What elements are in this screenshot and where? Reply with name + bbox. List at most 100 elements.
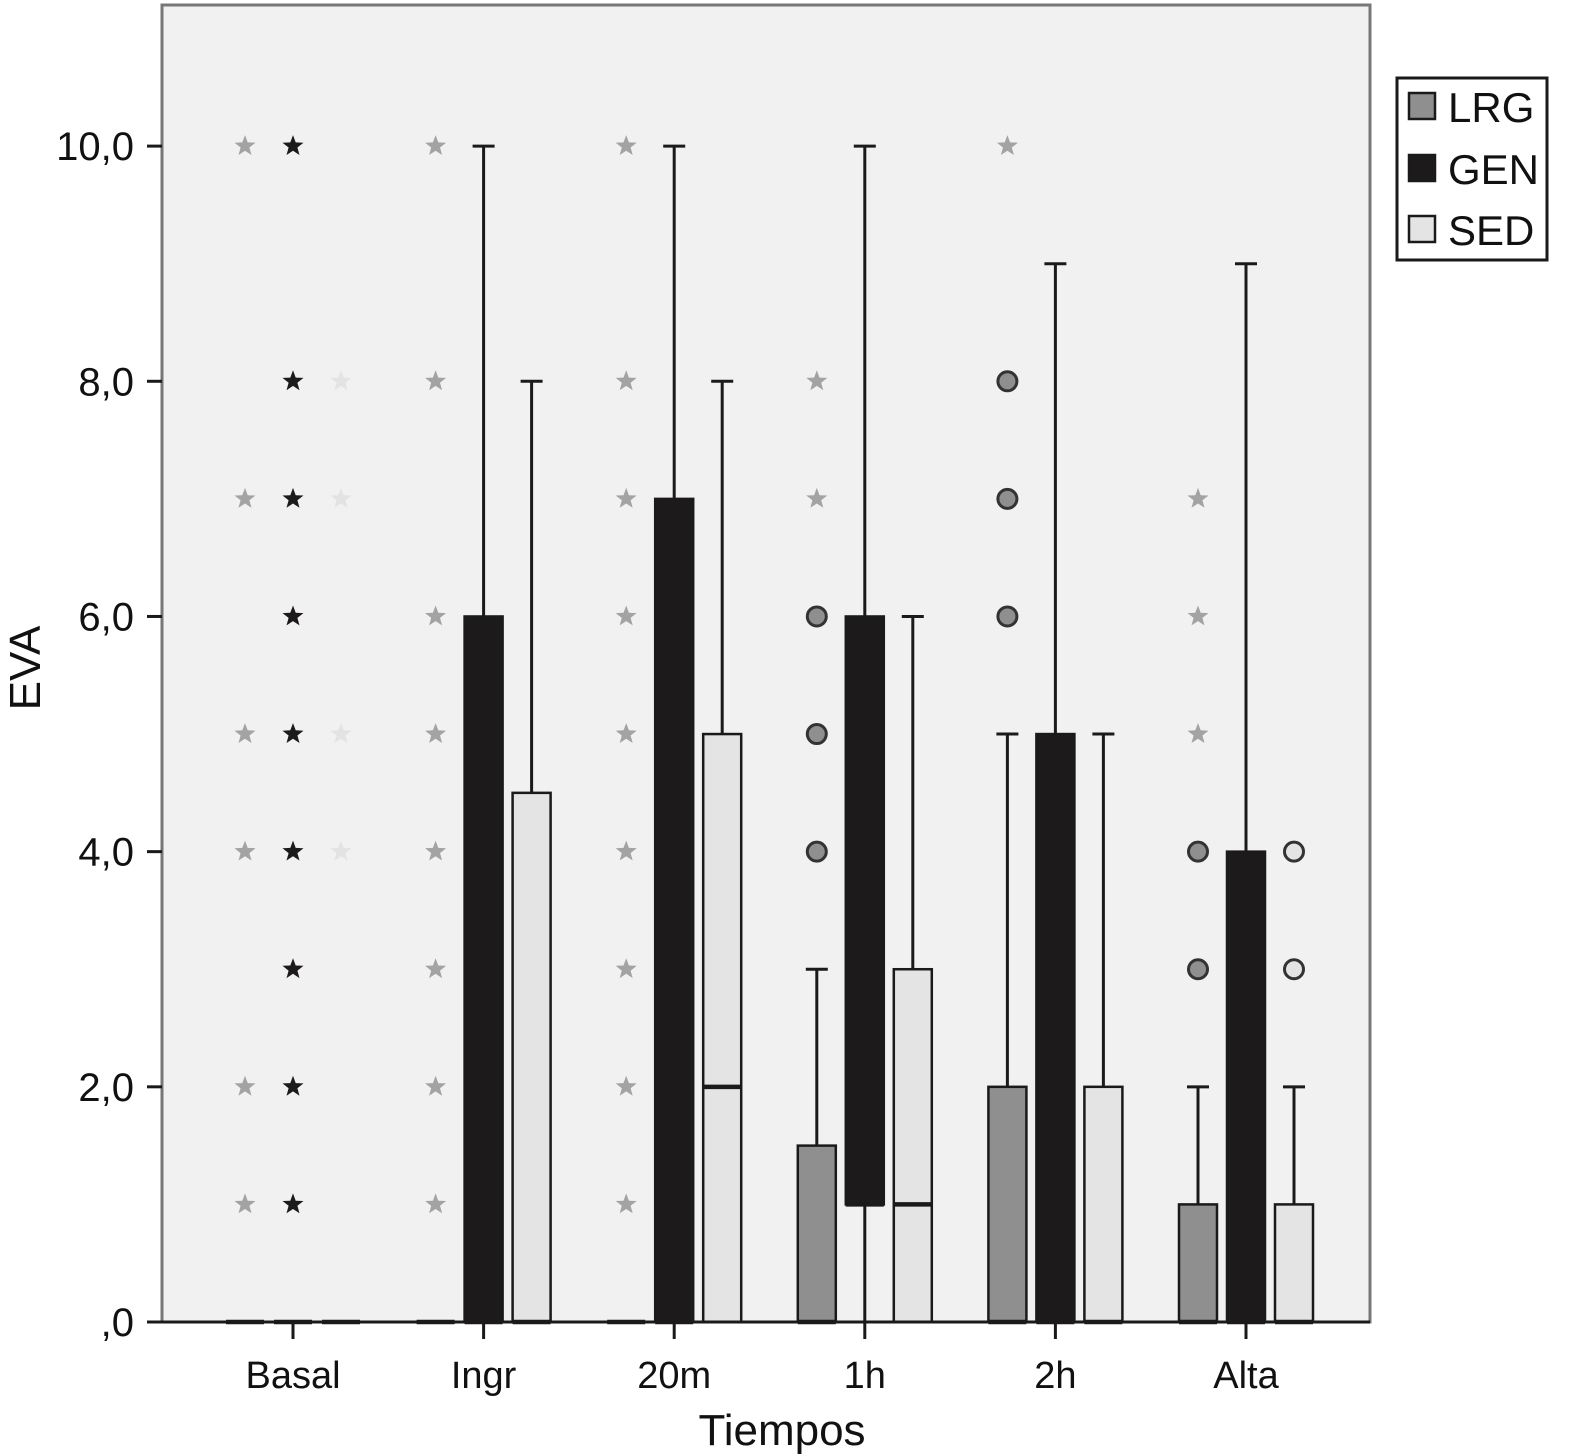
box-body (844, 615, 886, 1206)
y-tick-label: 8,0 (78, 360, 134, 404)
outlier-circle-lrg (996, 605, 1019, 628)
extreme-star-sed (330, 370, 352, 391)
legend-swatch-gen (1407, 153, 1437, 183)
extreme-star-lrg (425, 958, 447, 979)
extreme-star-sed (330, 487, 352, 508)
box-sed-4 (1083, 732, 1124, 1325)
legend-label-sed: SED (1448, 207, 1534, 254)
x-tick-label: 1h (844, 1355, 886, 1397)
extreme-star-lrg (425, 1193, 447, 1214)
box-body (1083, 1085, 1124, 1324)
y-tick-label: 6,0 (78, 595, 134, 639)
box-body (1225, 850, 1267, 1324)
box-body (463, 615, 504, 1324)
legend-label-gen: GEN (1448, 146, 1539, 193)
extreme-star-lrg (1187, 723, 1209, 743)
extreme-star-gen (282, 135, 304, 155)
extreme-star-lrg (1187, 605, 1209, 626)
x-axis-title: Tiempos (698, 1406, 865, 1455)
extreme-star-lrg (425, 370, 447, 391)
box-sed-3 (892, 614, 934, 1324)
y-tick-label: 10,0 (56, 125, 134, 169)
box-body (796, 1144, 838, 1324)
legend: LRG GEN SED (1395, 76, 1549, 262)
y-tick-label: 4,0 (78, 831, 134, 875)
extreme-star-lrg (806, 487, 828, 508)
extreme-star-gen (282, 840, 304, 861)
box-body (1035, 732, 1076, 1324)
outlier-circle-lrg (1187, 840, 1209, 863)
outlier-circle-lrg (805, 723, 828, 746)
markers-layer (234, 135, 1305, 1214)
extreme-star-gen (282, 1193, 304, 1214)
extreme-star-lrg (615, 370, 637, 391)
y-axis: ,0 2,0 4,0 6,0 8,0 10,0 (56, 125, 162, 1345)
extreme-star-gen (282, 1075, 304, 1096)
box-sed-1 (511, 379, 552, 1325)
extreme-star-lrg (234, 135, 256, 155)
extreme-star-lrg (615, 840, 637, 861)
extreme-star-lrg (425, 723, 447, 743)
plot-area (160, 3, 1372, 1324)
box-body (1177, 1203, 1219, 1324)
extreme-star-lrg (234, 487, 256, 508)
extreme-star-lrg (615, 958, 637, 979)
extreme-star-lrg (615, 605, 637, 626)
outlier-circle-lrg (996, 487, 1019, 510)
extreme-star-gen (282, 370, 304, 391)
y-tick-label: 2,0 (78, 1066, 134, 1110)
extreme-star-lrg (425, 135, 447, 155)
extreme-star-lrg (234, 723, 256, 743)
legend-swatch-sed (1407, 214, 1437, 244)
y-tick-label: ,0 (101, 1301, 134, 1345)
extreme-star-lrg (615, 723, 637, 743)
extreme-star-lrg (615, 1193, 637, 1214)
x-tick-label: 2h (1034, 1355, 1076, 1397)
legend-label-lrg: LRG (1448, 84, 1534, 131)
extreme-star-lrg (425, 605, 447, 626)
outlier-circle-lrg (1187, 958, 1209, 981)
outlier-circle-sed (1283, 958, 1305, 981)
box-sed-2 (701, 379, 743, 1324)
box-body (892, 967, 934, 1324)
box-body (701, 732, 743, 1324)
extreme-star-sed (330, 840, 352, 861)
outlier-circle-lrg (805, 605, 828, 628)
box-body (653, 497, 695, 1324)
extreme-star-lrg (234, 1193, 256, 1214)
box-gen-1 (463, 144, 504, 1325)
box-gen-2 (653, 144, 695, 1325)
boxes-layer (226, 144, 1315, 1325)
extreme-star-lrg (425, 1075, 447, 1096)
box-gen-3 (844, 144, 886, 1322)
box-gen-4 (1035, 262, 1076, 1325)
y-axis-title: EVA (1, 625, 50, 710)
extreme-star-lrg (806, 370, 828, 391)
extreme-star-lrg (615, 1075, 637, 1096)
x-axis: Basal Ingr 20m 1h 2h Alta (245, 1322, 1280, 1397)
extreme-star-lrg (234, 1075, 256, 1096)
extreme-star-lrg (234, 840, 256, 861)
box-body (1273, 1203, 1315, 1324)
extreme-star-lrg (615, 135, 637, 155)
extreme-star-gen (282, 958, 304, 979)
extreme-star-gen (282, 605, 304, 626)
box-body (987, 1085, 1028, 1324)
extreme-star-gen (282, 723, 304, 743)
extreme-star-lrg (1187, 487, 1209, 508)
box-gen-5 (1225, 262, 1267, 1325)
x-tick-label: Ingr (451, 1355, 517, 1397)
x-tick-label: Alta (1213, 1355, 1279, 1397)
extreme-star-lrg (425, 840, 447, 861)
x-tick-label: 20m (637, 1355, 711, 1397)
outlier-circle-lrg (805, 840, 828, 863)
outlier-circle-sed (1283, 840, 1305, 863)
box-body (511, 791, 552, 1324)
extreme-star-lrg (996, 135, 1018, 155)
extreme-star-lrg (615, 487, 637, 508)
x-tick-label: Basal (245, 1355, 340, 1397)
extreme-star-sed (330, 723, 352, 743)
outlier-circle-lrg (996, 370, 1019, 393)
legend-swatch-lrg (1407, 91, 1437, 121)
